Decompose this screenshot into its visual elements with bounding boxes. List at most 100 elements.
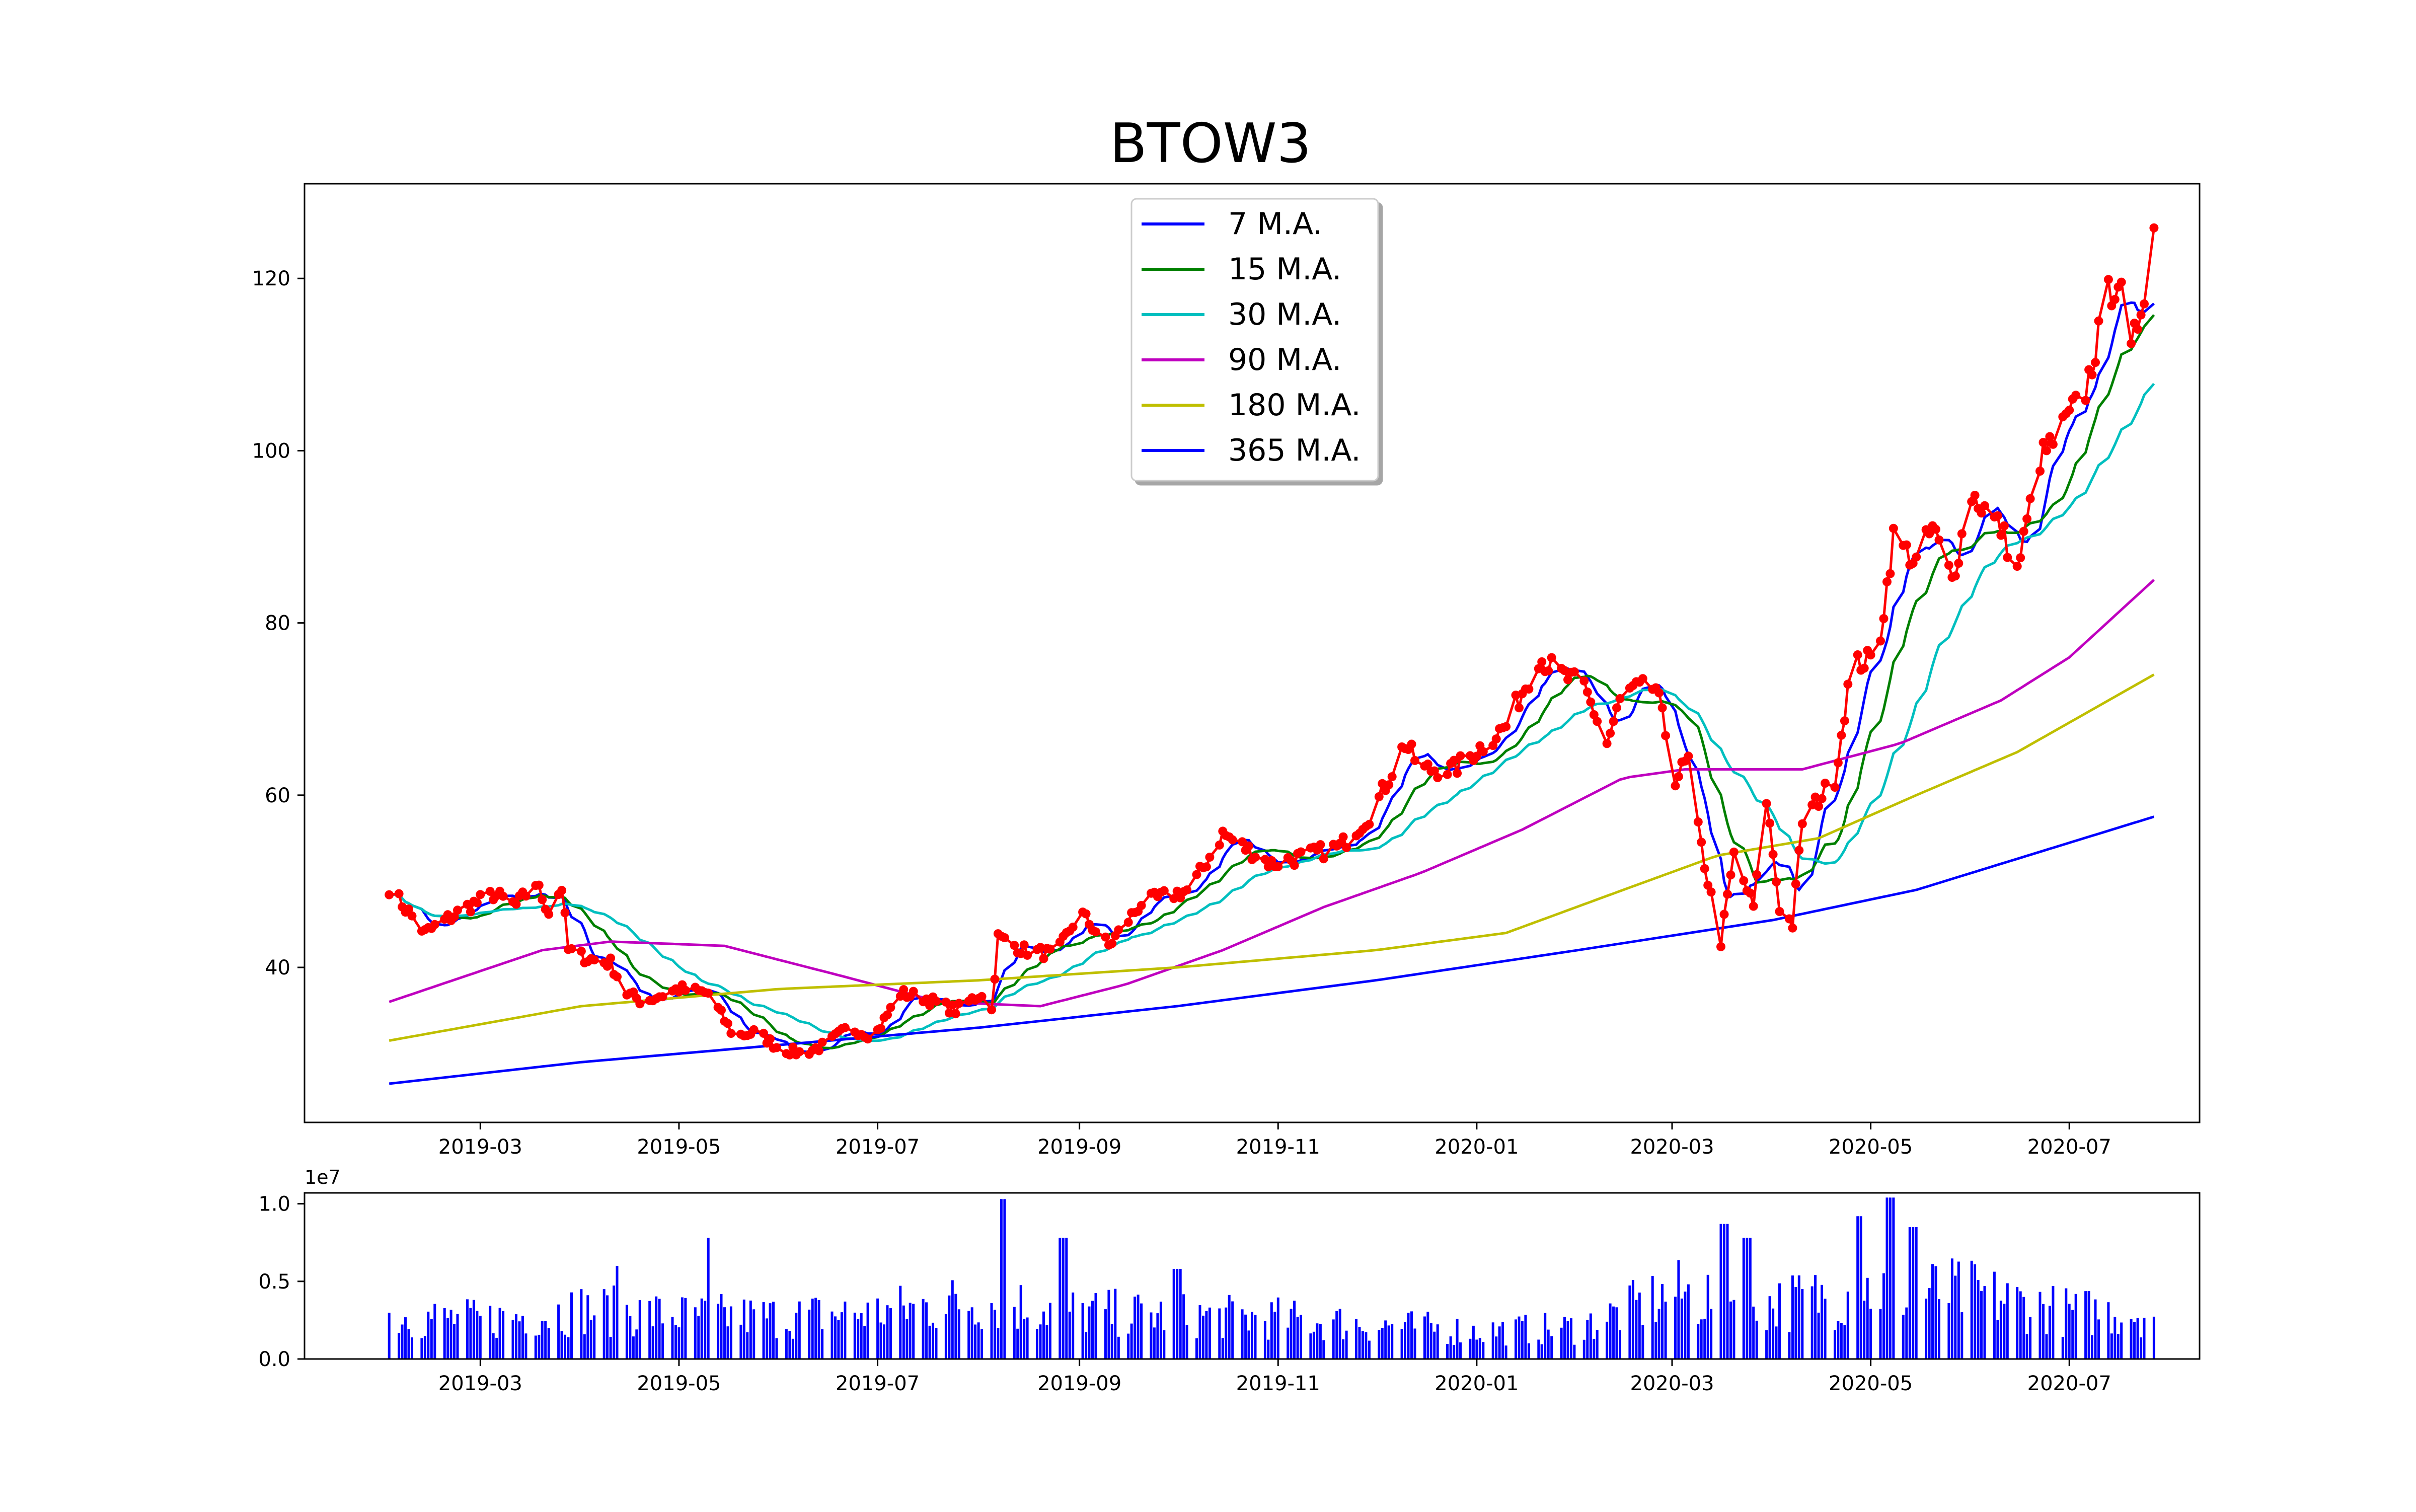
volume-bar	[2120, 1322, 2123, 1359]
price-point	[883, 1010, 892, 1020]
price-point	[1615, 694, 1625, 703]
volume-bar	[1491, 1322, 1494, 1359]
price-point	[394, 889, 404, 898]
volume-bar	[1195, 1338, 1198, 1359]
price-point	[1374, 792, 1384, 801]
volume-plot: 0.0 0.5 1.0 2019-03 2019-05 2019-07 2019-09 201…	[258, 1166, 2201, 1395]
series-line-365-m-a-	[389, 815, 2155, 1085]
volume-bar	[1293, 1301, 1296, 1359]
volume-bar	[1631, 1280, 1634, 1359]
price-point	[476, 890, 485, 899]
price-point	[2038, 438, 2048, 447]
price-point	[557, 886, 567, 895]
price-point	[635, 999, 645, 1009]
volume-bar	[1706, 1274, 1709, 1359]
volume-bar	[1332, 1319, 1335, 1359]
volume-bar	[1651, 1276, 1654, 1359]
price-point	[485, 886, 495, 896]
volume-bar	[651, 1326, 654, 1359]
x-tick-label: 2020-07	[2027, 1136, 2111, 1159]
price-point	[2103, 275, 2113, 284]
volume-bar	[1999, 1301, 2002, 1359]
volume-bar	[2130, 1319, 2133, 1359]
volume-bar	[1641, 1325, 1644, 1359]
volume-bar	[1957, 1261, 1960, 1359]
volume-bar	[1723, 1224, 1725, 1359]
volume-bar	[446, 1318, 449, 1359]
price-point	[1944, 560, 1953, 570]
volume-bar	[538, 1334, 541, 1359]
price-point	[1612, 703, 1621, 713]
price-point	[430, 920, 439, 929]
volume-bar	[521, 1316, 524, 1359]
price-point	[1544, 666, 1553, 675]
volume-bar	[1198, 1305, 1201, 1359]
volume-bar	[2061, 1337, 2064, 1359]
price-point	[1853, 650, 1862, 659]
price-point	[899, 985, 909, 995]
volume-x-tick-label: 2020-03	[1630, 1372, 1714, 1395]
volume-bar	[1048, 1303, 1051, 1359]
volume-bar	[1042, 1311, 1045, 1359]
volume-bar	[1319, 1324, 1322, 1359]
volume-bar	[752, 1309, 756, 1359]
price-point	[1859, 663, 1869, 673]
volume-bar	[1117, 1336, 1120, 1359]
price-point	[1107, 939, 1117, 948]
volume-bar	[1570, 1318, 1572, 1359]
x-tick-label: 2019-11	[1236, 1136, 1320, 1159]
volume-bar	[1749, 1238, 1752, 1359]
volume-bar	[1231, 1301, 1234, 1359]
volume-bar	[443, 1308, 446, 1359]
legend-label: 90 M.A.	[1228, 342, 1341, 377]
volume-bar	[1915, 1227, 1918, 1359]
volume-bar	[1586, 1320, 1589, 1359]
volume-bar	[1410, 1311, 1413, 1359]
volume-bar	[398, 1333, 401, 1359]
price-point	[1950, 571, 1960, 581]
volume-bar	[674, 1325, 677, 1359]
volume-bar	[1241, 1309, 1244, 1359]
price-point	[1970, 491, 1980, 500]
price-point	[1589, 710, 1599, 719]
price-point	[2045, 432, 2055, 441]
volume-bar	[2071, 1310, 2074, 1359]
price-point	[511, 899, 521, 909]
volume-bar	[840, 1312, 843, 1359]
volume-bar	[1290, 1309, 1293, 1359]
volume-bar	[1453, 1344, 1456, 1359]
volume-bar	[1068, 1311, 1071, 1359]
volume-bar	[954, 1294, 957, 1359]
volume-bar	[609, 1337, 612, 1359]
price-point	[1840, 716, 1849, 726]
volume-bar	[632, 1336, 635, 1359]
volume-bar	[1544, 1313, 1547, 1359]
volume-bar	[769, 1303, 772, 1359]
volume-bar	[717, 1304, 720, 1359]
volume-bar	[1729, 1301, 1732, 1359]
price-point	[1716, 942, 1725, 951]
volume-bar	[684, 1298, 687, 1359]
volume-bar	[2117, 1334, 2120, 1359]
volume-bar	[1846, 1292, 1849, 1359]
volume-bar	[560, 1331, 563, 1359]
volume-bar	[970, 1307, 973, 1359]
volume-bar	[1582, 1339, 1586, 1359]
price-point	[1814, 802, 1824, 811]
price-point	[1739, 876, 1749, 885]
volume-bar	[2091, 1335, 2093, 1359]
volume-bar	[886, 1305, 889, 1359]
volume-bar	[541, 1321, 544, 1359]
volume-bar	[479, 1316, 482, 1359]
volume-bar	[697, 1316, 700, 1359]
volume-bar	[1589, 1313, 1592, 1359]
price-point	[1582, 687, 1592, 697]
volume-bar	[1355, 1319, 1357, 1359]
price-point	[814, 1046, 824, 1055]
price-point	[1068, 923, 1078, 932]
volume-bar	[1475, 1339, 1478, 1359]
price-point	[1746, 888, 1755, 898]
volume-bar	[1023, 1319, 1026, 1359]
volume-bar	[1495, 1336, 1498, 1359]
price-point	[385, 890, 394, 899]
